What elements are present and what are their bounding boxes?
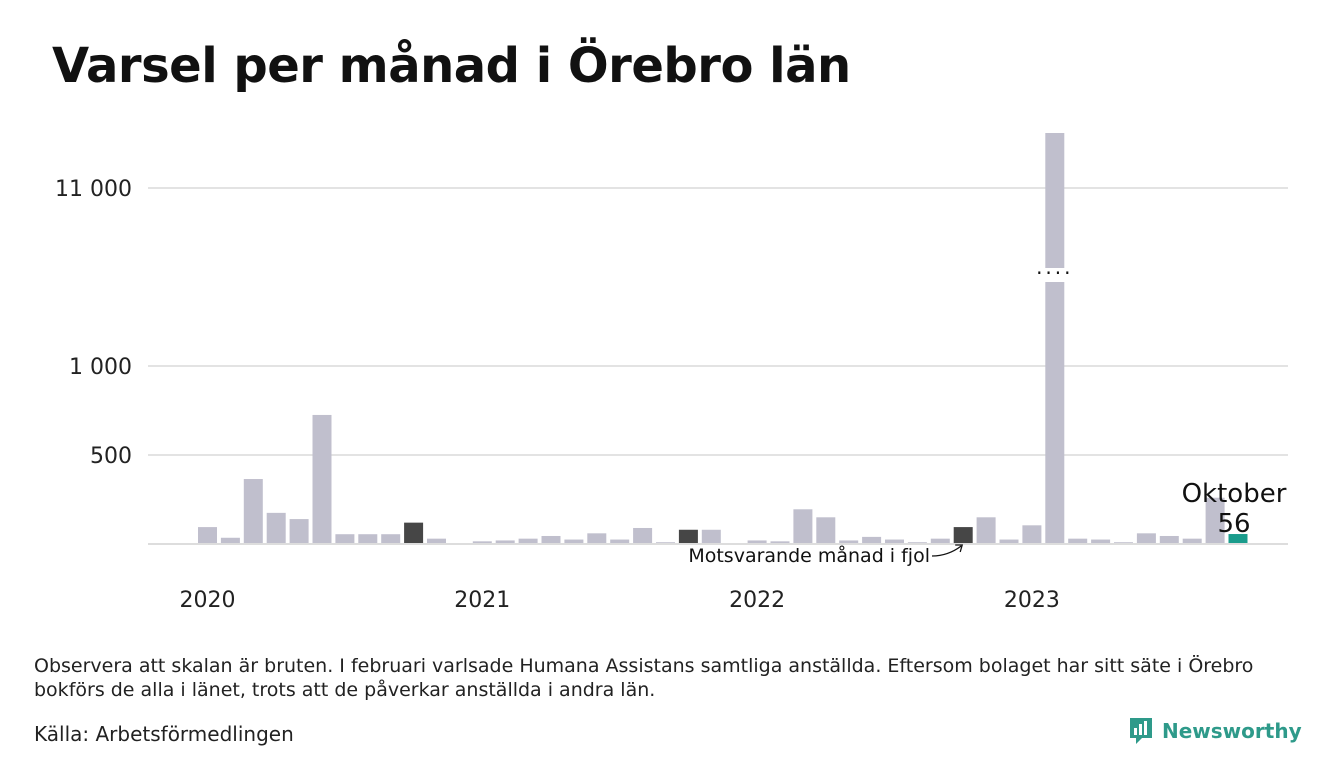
bar-previous-year: [678, 529, 698, 544]
bar: [358, 534, 378, 544]
bar: [770, 541, 790, 544]
bar: [335, 534, 355, 544]
bar: [587, 533, 607, 544]
bar: [1091, 539, 1111, 544]
bar: [266, 512, 286, 544]
axis-break-dots: ····: [1036, 261, 1073, 285]
current-month-value: 56: [1217, 509, 1250, 539]
bar: [1045, 133, 1065, 544]
bar: [1182, 538, 1202, 544]
chart-title: Varsel per månad i Örebro län: [52, 38, 851, 94]
x-year-label: 2020: [180, 588, 236, 613]
bar-chart: 500 1 000 11 000 ···· 2020 2021 2022 2023 Okt…: [55, 133, 1288, 613]
bar-current-month: [1228, 534, 1248, 544]
bar: [816, 517, 836, 544]
bar: [793, 509, 813, 544]
previous-year-annotation: Motsvarande månad i fjol: [688, 544, 930, 567]
bar: [243, 479, 263, 544]
bar: [495, 540, 515, 544]
bar: [930, 538, 950, 544]
newsworthy-logo-icon: [1130, 718, 1152, 744]
x-year-label: 2021: [454, 588, 510, 613]
y-axis-ticks: 500 1 000 11 000: [55, 177, 132, 469]
bar: [747, 540, 767, 544]
source-text: Källa: Arbetsförmedlingen: [34, 722, 294, 746]
x-year-label: 2022: [729, 588, 785, 613]
bar: [381, 534, 401, 544]
bar-previous-year: [404, 522, 424, 544]
bars: [198, 133, 1248, 545]
bar: [312, 414, 332, 544]
bar: [701, 529, 721, 544]
bar: [198, 527, 217, 544]
bar: [564, 539, 584, 544]
brand-logo: Newsworthy: [1128, 716, 1302, 746]
axis-break-gap: [1042, 268, 1068, 282]
bar: [999, 539, 1019, 544]
bar: [289, 519, 309, 544]
annotation-arrowhead: [955, 544, 964, 553]
y-tick-label: 500: [90, 444, 132, 469]
bar: [1205, 497, 1225, 544]
grid-lines: [148, 187, 1288, 456]
bar: [1068, 538, 1088, 544]
bar: [976, 517, 996, 544]
bar: [1136, 533, 1156, 544]
bar: [862, 536, 882, 544]
axis-break-marker: ····: [1036, 261, 1073, 285]
bar: [885, 539, 904, 544]
bar: [633, 527, 653, 544]
y-tick-label: 11 000: [55, 177, 132, 202]
bar: [610, 539, 630, 544]
bar: [518, 538, 538, 544]
bar: [472, 541, 492, 544]
year-labels: 2020 2021 2022 2023: [180, 588, 1060, 613]
bar: [427, 538, 446, 544]
brand-name: Newsworthy: [1162, 719, 1302, 743]
chart-note: Observera att skalan är bruten. I februa…: [34, 655, 1254, 701]
x-year-label: 2023: [1004, 588, 1060, 613]
bar-previous-year: [953, 527, 973, 544]
bar: [1159, 535, 1179, 544]
bar: [839, 540, 859, 544]
bar: [1022, 525, 1042, 544]
bar: [220, 537, 240, 544]
annotation-arrow: [931, 545, 962, 557]
current-month-label: Oktober: [1182, 479, 1287, 509]
bar: [541, 535, 561, 544]
y-tick-label: 1 000: [69, 355, 132, 380]
